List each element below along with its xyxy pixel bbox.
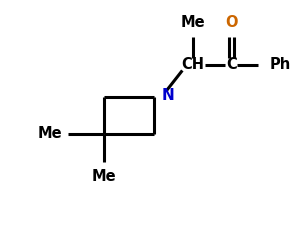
- Text: Me: Me: [91, 169, 116, 184]
- Text: Me: Me: [38, 127, 62, 141]
- Text: Ph: Ph: [270, 57, 291, 72]
- Text: O: O: [225, 15, 238, 30]
- Text: Me: Me: [180, 15, 205, 30]
- Text: N: N: [162, 88, 174, 103]
- Text: CH: CH: [181, 57, 204, 72]
- Text: C: C: [226, 57, 237, 72]
